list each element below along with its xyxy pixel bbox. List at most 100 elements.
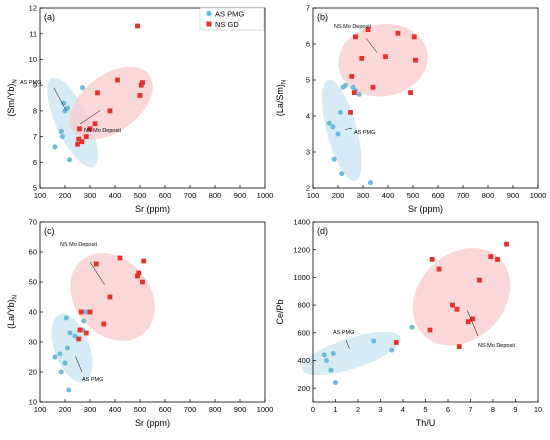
ns-gd-point <box>351 90 357 95</box>
x-tick-label: 10 <box>534 405 542 414</box>
ns-gd-point <box>77 327 83 333</box>
ns-gd-point <box>141 258 147 264</box>
ns-gd-point <box>76 136 82 142</box>
y-tick-label: 4 <box>306 112 310 121</box>
x-tick-label: 900 <box>234 405 247 414</box>
ns-gd-point <box>495 256 500 262</box>
ns-gd-point <box>136 270 142 276</box>
annotation-leader-line <box>345 127 353 130</box>
ns-gd-point <box>436 266 442 272</box>
ns-mo-field-label: NS Mo Deposit <box>478 343 515 349</box>
legend-label-as-pmg: AS PMG <box>215 10 244 19</box>
ns-gd-point <box>429 256 435 262</box>
x-tick-label: 4 <box>401 405 405 414</box>
y-tick-label: 6 <box>33 158 37 167</box>
ns-gd-point <box>370 84 376 90</box>
y-tick-label: 20 <box>29 368 37 377</box>
x-tick-label: 200 <box>59 405 72 414</box>
as-pmg-point <box>335 131 341 137</box>
as-pmg-point <box>52 144 58 150</box>
y-axis-label: Ce/Pb <box>275 299 285 324</box>
panel-b: 100 200 300 400 500 600 700 800 900 1000 2 3 4 5 6 7 Sr … <box>275 4 546 214</box>
as-pmg-point <box>58 369 64 375</box>
ns-gd-point <box>454 306 460 312</box>
as-pmg-point <box>61 100 67 106</box>
x-tick-label: 2 <box>356 405 360 414</box>
y-tick-label: 11 <box>29 29 37 38</box>
x-tick-label: 700 <box>457 191 470 200</box>
ns-mo-field-label: NS Mo Deposit <box>60 242 97 248</box>
y-tick-label: 1400 <box>293 218 310 227</box>
y-tick-label: 9 <box>33 81 37 90</box>
as-pmg-field-ellipse <box>301 331 401 376</box>
x-tick-label: 500 <box>407 191 420 200</box>
as-pmg-point <box>60 134 65 140</box>
as-pmg-point <box>331 156 337 162</box>
ns-gd-point <box>93 261 99 267</box>
ns-gd-point <box>413 57 418 63</box>
ns-gd-point <box>393 340 399 345</box>
y-tick-label: 40 <box>29 308 37 317</box>
x-tick-label: 800 <box>209 405 222 414</box>
as-pmg-point <box>350 84 356 90</box>
as-pmg-point <box>65 105 70 111</box>
y-tick-label: 10 <box>29 55 37 64</box>
x-tick-label: 1000 <box>257 191 274 200</box>
x-tick-label: 900 <box>234 191 247 200</box>
ns-gd-point <box>87 309 93 315</box>
as-pmg-point <box>321 352 327 358</box>
x-tick-label: 900 <box>507 191 520 200</box>
y-axis-label: (La/Yb)N <box>6 295 19 329</box>
ns-gd-point <box>83 330 89 336</box>
y-tick-label: 600 <box>297 328 310 337</box>
x-tick-label: 500 <box>134 405 147 414</box>
y-tick-label: 12 <box>29 4 37 13</box>
ns-mo-field-label: NS Mo Deposit <box>84 128 121 134</box>
ns-gd-point <box>349 74 355 79</box>
ns-gd-point <box>107 108 113 114</box>
panel-label: (d) <box>317 226 328 236</box>
y-tick-label: 400 <box>297 356 310 365</box>
x-tick-label: 6 <box>446 405 450 414</box>
ns-mo-field-ellipse <box>338 23 428 97</box>
x-tick-label: 400 <box>109 191 122 200</box>
x-tick-label: 800 <box>482 191 495 200</box>
ns-mo-field-ellipse <box>70 253 155 341</box>
as-pmg-point <box>356 91 362 97</box>
x-tick-label: 3 <box>378 405 382 414</box>
ns-gd-point <box>101 321 107 327</box>
plot-frame <box>39 7 266 189</box>
y-tick-label: 1200 <box>293 245 310 254</box>
y-tick-label: 3 <box>306 148 310 157</box>
ns-gd-point <box>504 241 509 247</box>
panel-label: (b) <box>317 12 328 22</box>
ns-gd-point <box>353 34 358 40</box>
ns-gd-point <box>383 54 388 59</box>
x-tick-label: 1000 <box>257 405 274 414</box>
ns-gd-point <box>477 277 482 283</box>
ns-gd-point <box>395 30 401 36</box>
as-pmg-point <box>328 367 334 373</box>
y-tick-label: 30 <box>29 338 37 347</box>
ns-mo-field-ellipse <box>412 248 511 346</box>
as-pmg-point <box>67 157 72 163</box>
panel-label: (a) <box>44 12 55 22</box>
as-pmg-point <box>326 120 332 126</box>
ns-gd-point <box>87 126 93 132</box>
y-tick-label: 800 <box>297 301 310 310</box>
ns-gd-point <box>78 309 84 315</box>
ns-gd-point <box>450 302 455 308</box>
x-tick-label: 0 <box>311 405 315 414</box>
as-pmg-point <box>330 351 336 357</box>
x-tick-label: 300 <box>357 191 370 200</box>
as-pmg-point <box>65 345 70 351</box>
ns-gd-point <box>95 90 100 96</box>
panel-c: 100 200 300 400 500 600 700 800 900 1000 10 20 30 40 5… <box>6 218 273 428</box>
ns-gd-point <box>140 80 145 85</box>
legend-box <box>199 7 265 31</box>
legend-marker-as-pmg <box>206 10 212 17</box>
x-axis-label: Sr (ppm) <box>408 204 443 214</box>
x-axis-label: Th/U <box>416 418 436 428</box>
ns-gd-point <box>138 82 144 88</box>
ns-gd-point <box>79 139 85 145</box>
